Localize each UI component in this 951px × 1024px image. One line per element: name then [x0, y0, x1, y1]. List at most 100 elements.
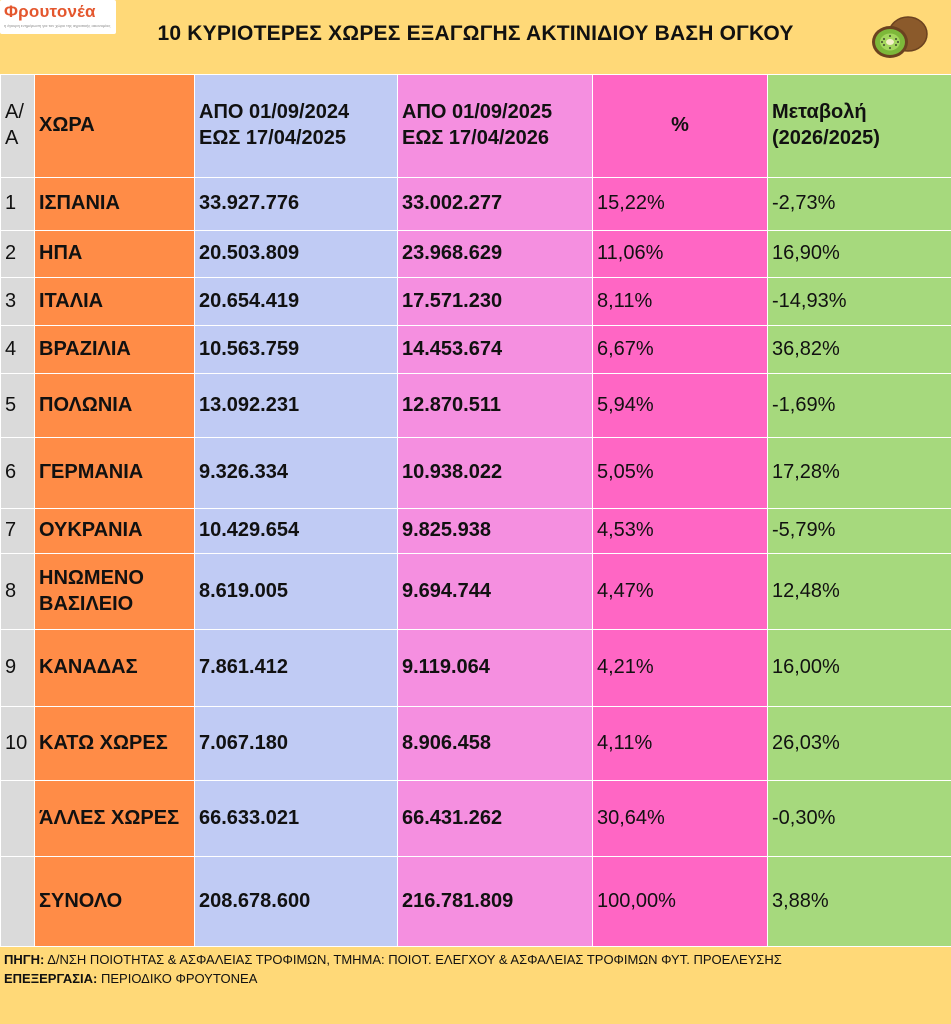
table-row: 7 ΟΥΚΡΑΝΙΑ 10.429.654 9.825.938 4,53% -5…	[0, 508, 951, 554]
percent-cell: 11,06%	[592, 230, 768, 278]
percent-cell: 4,11%	[592, 706, 768, 781]
volume-2026-cell: 17.571.230	[397, 277, 593, 326]
volume-2026-cell: 23.968.629	[397, 230, 593, 278]
volume-2026-cell: 12.870.511	[397, 373, 593, 438]
country-cell: ΗΝΩΜΕΝΟ ΒΑΣΙΛΕΙΟ	[34, 553, 195, 630]
volume-2025-cell: 9.326.334	[194, 437, 398, 509]
country-cell: ΙΤΑΛΙΑ	[34, 277, 195, 326]
processing-line: ΕΠΕΞΕΡΓΑΣΙΑ: ΠΕΡΙΟΔΙΚΟ ΦΡΟΥΤΟΝΕΑ	[4, 969, 951, 988]
rank-cell: 3	[0, 277, 35, 326]
table-row: 10 ΚΑΤΩ ΧΩΡΕΣ 7.067.180 8.906.458 4,11% …	[0, 706, 951, 781]
logo-name: Φρουτονέα	[4, 2, 96, 21]
volume-2025-cell: 13.092.231	[194, 373, 398, 438]
header-percent: %	[592, 74, 768, 178]
table-row: ΆΛΛΕΣ ΧΩΡΕΣ 66.633.021 66.431.262 30,64%…	[0, 780, 951, 857]
country-cell: ΚΑΤΩ ΧΩΡΕΣ	[34, 706, 195, 781]
percent-cell: 4,53%	[592, 508, 768, 554]
volume-2025-cell: 33.927.776	[194, 177, 398, 231]
change-cell: 16,00%	[767, 629, 951, 707]
percent-cell: 5,94%	[592, 373, 768, 438]
source-line: ΠΗΓΗ: Δ/ΝΣΗ ΠΟΙΟΤΗΤΑΣ & ΑΣΦΑΛΕΙΑΣ ΤΡΟΦΙΜ…	[4, 950, 951, 969]
source-label: ΠΗΓΗ:	[4, 952, 45, 967]
change-cell: 16,90%	[767, 230, 951, 278]
country-cell: ΓΕΡΜΑΝΙΑ	[34, 437, 195, 509]
volume-2026-cell: 33.002.277	[397, 177, 593, 231]
volume-2025-cell: 208.678.600	[194, 856, 398, 947]
percent-cell: 4,21%	[592, 629, 768, 707]
change-cell: -2,73%	[767, 177, 951, 231]
table-total-row: ΣΥΝΟΛΟ 208.678.600 216.781.809 100,00% 3…	[0, 856, 951, 947]
country-cell: ΚΑΝΑΔΑΣ	[34, 629, 195, 707]
table-row: 2 ΗΠΑ 20.503.809 23.968.629 11,06% 16,90…	[0, 230, 951, 278]
volume-2026-cell: 8.906.458	[397, 706, 593, 781]
table-row: 1 ΙΣΠΑΝΙΑ 33.927.776 33.002.277 15,22% -…	[0, 177, 951, 231]
volume-2025-cell: 10.563.759	[194, 325, 398, 374]
volume-2026-cell: 9.694.744	[397, 553, 593, 630]
country-cell: ΣΥΝΟΛΟ	[34, 856, 195, 947]
rank-cell: 10	[0, 706, 35, 781]
table-row: 3 ΙΤΑΛΙΑ 20.654.419 17.571.230 8,11% -14…	[0, 277, 951, 326]
logo-tagline: η έγκυρη ενημέρωση για τον χώρο της αγρο…	[4, 23, 111, 28]
percent-cell: 30,64%	[592, 780, 768, 857]
rank-cell: 5	[0, 373, 35, 438]
header-period-2025-2026: ΑΠΟ 01/09/2025 ΕΩΣ 17/04/2026	[397, 74, 593, 178]
percent-cell: 4,47%	[592, 553, 768, 630]
volume-2025-cell: 20.654.419	[194, 277, 398, 326]
table-row: 5 ΠΟΛΩΝΙΑ 13.092.231 12.870.511 5,94% -1…	[0, 373, 951, 438]
processing-text: ΠΕΡΙΟΔΙΚΟ ΦΡΟΥΤΟΝΕΑ	[97, 971, 258, 986]
country-cell: ΠΟΛΩΝΙΑ	[34, 373, 195, 438]
table-row: 6 ΓΕΡΜΑΝΙΑ 9.326.334 10.938.022 5,05% 17…	[0, 437, 951, 509]
percent-cell: 5,05%	[592, 437, 768, 509]
percent-cell: 100,00%	[592, 856, 768, 947]
volume-2026-cell: 216.781.809	[397, 856, 593, 947]
change-cell: -14,93%	[767, 277, 951, 326]
percent-cell: 6,67%	[592, 325, 768, 374]
header: Φρουτονέα η έγκυρη ενημέρωση για τον χώρ…	[0, 0, 951, 74]
volume-2026-cell: 9.119.064	[397, 629, 593, 707]
volume-2026-cell: 14.453.674	[397, 325, 593, 374]
volume-2025-cell: 7.067.180	[194, 706, 398, 781]
rank-cell: 9	[0, 629, 35, 707]
table-row: 9 ΚΑΝΑΔΑΣ 7.861.412 9.119.064 4,21% 16,0…	[0, 629, 951, 707]
header-country: ΧΩΡΑ	[34, 74, 195, 178]
volume-2026-cell: 66.431.262	[397, 780, 593, 857]
header-period-2024-2025: ΑΠΟ 01/09/2024 ΕΩΣ 17/04/2025	[194, 74, 398, 178]
change-cell: -1,69%	[767, 373, 951, 438]
rank-cell	[0, 856, 35, 947]
page-title: 10 ΚΥΡΙΟΤΕΡΕΣ ΧΩΡΕΣ ΕΞΑΓΩΓΗΣ ΑΚΤΙΝΙΔΙΟΥ …	[157, 22, 794, 45]
country-cell: ΆΛΛΕΣ ΧΩΡΕΣ	[34, 780, 195, 857]
change-cell: 3,88%	[767, 856, 951, 947]
country-cell: ΟΥΚΡΑΝΙΑ	[34, 508, 195, 554]
volume-2025-cell: 66.633.021	[194, 780, 398, 857]
volume-2025-cell: 10.429.654	[194, 508, 398, 554]
rank-cell: 4	[0, 325, 35, 374]
country-cell: ΙΣΠΑΝΙΑ	[34, 177, 195, 231]
change-cell: 26,03%	[767, 706, 951, 781]
rank-cell: 8	[0, 553, 35, 630]
change-cell: 12,48%	[767, 553, 951, 630]
rank-cell: 7	[0, 508, 35, 554]
volume-2026-cell: 10.938.022	[397, 437, 593, 509]
percent-cell: 8,11%	[592, 277, 768, 326]
rank-cell: 2	[0, 230, 35, 278]
country-cell: ΗΠΑ	[34, 230, 195, 278]
percent-cell: 15,22%	[592, 177, 768, 231]
table-row: 4 ΒΡΑΖΙΛΙΑ 10.563.759 14.453.674 6,67% 3…	[0, 325, 951, 374]
change-cell: 36,82%	[767, 325, 951, 374]
rank-cell: 6	[0, 437, 35, 509]
volume-2025-cell: 8.619.005	[194, 553, 398, 630]
change-cell: -5,79%	[767, 508, 951, 554]
volume-2025-cell: 7.861.412	[194, 629, 398, 707]
source-text: Δ/ΝΣΗ ΠΟΙΟΤΗΤΑΣ & ΑΣΦΑΛΕΙΑΣ ΤΡΟΦΙΜΩΝ, ΤΜ…	[44, 952, 782, 967]
logo: Φρουτονέα η έγκυρη ενημέρωση για τον χώρ…	[0, 0, 116, 34]
header-rank: Α/Α	[0, 74, 35, 178]
volume-2026-cell: 9.825.938	[397, 508, 593, 554]
table-header-row: Α/Α ΧΩΡΑ ΑΠΟ 01/09/2024 ΕΩΣ 17/04/2025 ΑΠ…	[0, 74, 951, 178]
processing-label: ΕΠΕΞΕΡΓΑΣΙΑ:	[4, 971, 98, 986]
change-cell: 17,28%	[767, 437, 951, 509]
footer: ΠΗΓΗ: Δ/ΝΣΗ ΠΟΙΟΤΗΤΑΣ & ΑΣΦΑΛΕΙΑΣ ΤΡΟΦΙΜ…	[0, 950, 951, 988]
exports-table: Α/Α ΧΩΡΑ ΑΠΟ 01/09/2024 ΕΩΣ 17/04/2025 ΑΠ…	[0, 74, 951, 947]
kiwi-icon	[872, 16, 928, 58]
change-cell: -0,30%	[767, 780, 951, 857]
rank-cell: 1	[0, 177, 35, 231]
